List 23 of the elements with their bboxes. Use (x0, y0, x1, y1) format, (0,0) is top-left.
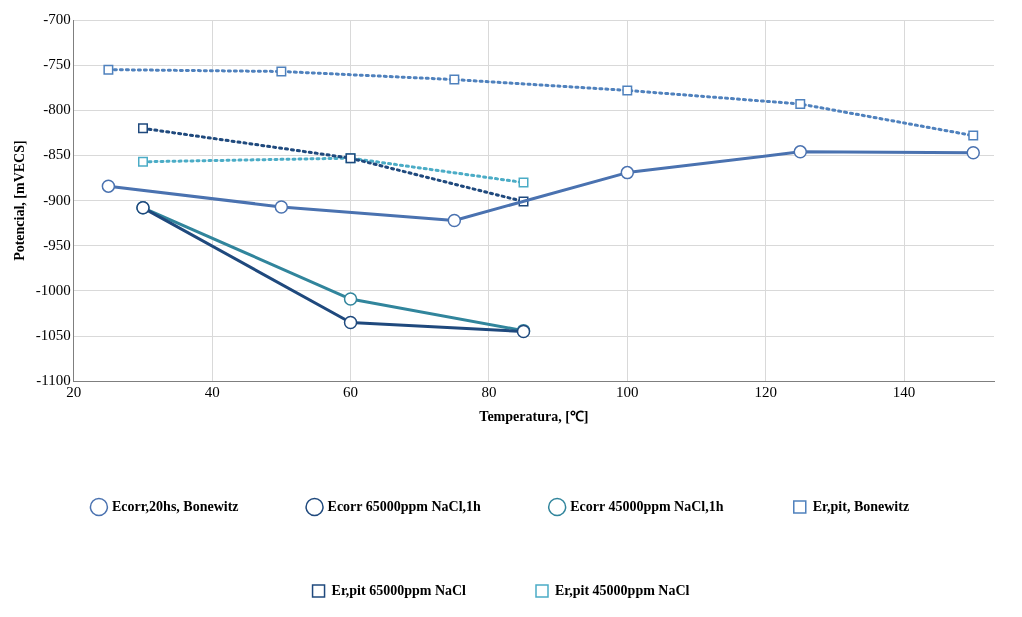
y-tick-label: -950 (43, 236, 71, 253)
legend-label: Ecorr,20hs, Bonewitz (111, 498, 239, 514)
y-tick-label: -750 (43, 56, 71, 73)
y-tick-label: -900 (43, 191, 71, 208)
y-tick-label: -1000 (35, 281, 71, 298)
x-tick-label: 140 (892, 384, 916, 401)
y-axis-title: Potencial, [mVECS] (12, 140, 28, 261)
x-tick-label: 120 (754, 384, 777, 401)
x-tick-label: 80 (481, 384, 497, 401)
y-tick-label: -800 (43, 101, 71, 118)
x-tick-label: 40 (204, 384, 220, 401)
x-tick-label: 100 (616, 384, 639, 401)
x-axis-title: Temperatura, [℃] (479, 409, 589, 425)
y-tick-label: -1050 (35, 326, 71, 343)
legend-label: Ecorr 45000ppm NaCl,1h (570, 498, 724, 514)
x-tick-label: 20 (66, 384, 82, 401)
y-tick-label: -850 (43, 146, 71, 163)
y-tick-label: -700 (43, 10, 71, 27)
legend-label: Er,pit 45000ppm NaCl (555, 582, 690, 598)
legend-label: Er,pit, Bonewitz (812, 498, 910, 514)
legend-label: Ecorr 65000ppm NaCl,1h (327, 498, 482, 514)
x-tick-label: 60 (343, 384, 359, 401)
legend-label: Er,pit 65000ppm NaCl (331, 582, 467, 598)
